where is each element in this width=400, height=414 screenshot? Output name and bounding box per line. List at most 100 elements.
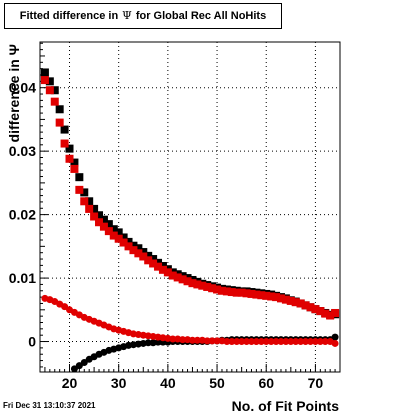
data-point bbox=[331, 339, 339, 347]
data-point bbox=[139, 252, 148, 261]
data-point bbox=[80, 197, 89, 206]
data-point bbox=[124, 242, 133, 251]
data-point bbox=[203, 282, 212, 291]
data-point bbox=[208, 337, 216, 345]
data-point bbox=[168, 271, 177, 280]
axis-ticks bbox=[40, 42, 341, 372]
data-point bbox=[75, 185, 84, 194]
data-point bbox=[179, 336, 187, 344]
data-point bbox=[291, 298, 300, 307]
data-point bbox=[134, 249, 143, 258]
data-point bbox=[90, 212, 99, 221]
data-point bbox=[173, 273, 182, 282]
data-point bbox=[70, 158, 79, 167]
data-point bbox=[237, 288, 246, 297]
data-point bbox=[129, 241, 138, 250]
series-2 bbox=[40, 76, 340, 320]
data-point bbox=[331, 308, 340, 317]
data-point bbox=[178, 275, 187, 284]
data-point bbox=[316, 338, 324, 346]
data-point bbox=[306, 303, 315, 312]
data-point bbox=[104, 227, 113, 236]
data-point bbox=[228, 338, 236, 346]
tick-labels: 20 30 40 50 60 70 0 0.01 0.02 0.03 0.04 bbox=[9, 80, 324, 391]
data-point bbox=[45, 77, 54, 86]
data-point bbox=[104, 220, 113, 229]
data-point bbox=[144, 256, 153, 265]
data-point bbox=[326, 311, 335, 320]
psi-symbol: Ψ bbox=[122, 9, 132, 22]
x-tick-label: 20 bbox=[62, 375, 78, 391]
x-tick-label: 40 bbox=[160, 375, 176, 391]
y-tick-label: 0.03 bbox=[9, 143, 36, 159]
data-point bbox=[286, 296, 295, 305]
data-point bbox=[213, 285, 222, 294]
data-point bbox=[50, 97, 59, 106]
data-point bbox=[331, 333, 339, 341]
data-point bbox=[149, 255, 158, 264]
data-point bbox=[272, 338, 280, 346]
data-point bbox=[119, 233, 128, 242]
data-point bbox=[60, 139, 69, 148]
data-point bbox=[60, 125, 69, 134]
data-point bbox=[95, 211, 104, 220]
data-point bbox=[40, 76, 49, 85]
data-point bbox=[70, 164, 79, 173]
data-point bbox=[203, 337, 211, 345]
data-point bbox=[321, 338, 329, 346]
series-4 bbox=[41, 294, 339, 347]
data-point bbox=[321, 309, 330, 318]
x-tick-label: 50 bbox=[209, 375, 225, 391]
data-point bbox=[169, 335, 177, 343]
data-point bbox=[85, 204, 94, 213]
data-point bbox=[292, 338, 300, 346]
data-point bbox=[213, 337, 221, 345]
data-point bbox=[144, 251, 153, 260]
x-axis-title: No. of Fit Points bbox=[232, 398, 340, 414]
data-point bbox=[302, 338, 310, 346]
data-point bbox=[267, 292, 276, 301]
data-point bbox=[243, 338, 251, 346]
data-point bbox=[282, 338, 290, 346]
data-point bbox=[281, 295, 290, 304]
data-point bbox=[276, 294, 285, 303]
data-point bbox=[227, 288, 236, 297]
y-tick-label: 0.02 bbox=[9, 207, 36, 223]
data-point bbox=[257, 291, 266, 300]
data-point bbox=[134, 244, 143, 253]
data-point bbox=[65, 154, 74, 163]
data-point bbox=[99, 222, 108, 231]
data-point bbox=[262, 338, 270, 346]
data-point bbox=[95, 218, 104, 227]
data-point bbox=[158, 265, 167, 274]
data-point bbox=[119, 238, 128, 247]
data-point bbox=[247, 289, 256, 298]
grid bbox=[40, 42, 340, 372]
data-point bbox=[223, 338, 231, 346]
data-point bbox=[222, 287, 231, 296]
data-point bbox=[311, 338, 319, 346]
x-tick-label: 30 bbox=[111, 375, 127, 391]
data-point bbox=[208, 284, 217, 293]
data-point bbox=[262, 291, 271, 300]
data-point bbox=[316, 307, 325, 316]
data-point bbox=[144, 339, 152, 347]
data-point bbox=[163, 268, 172, 277]
data-point bbox=[55, 118, 64, 127]
data-point bbox=[296, 299, 305, 308]
data-point bbox=[90, 204, 99, 213]
data-point bbox=[306, 338, 314, 346]
data-point bbox=[114, 228, 123, 237]
data-point bbox=[193, 336, 201, 344]
data-point bbox=[45, 86, 54, 95]
data-point bbox=[75, 173, 84, 182]
data-point bbox=[188, 279, 197, 288]
data-point bbox=[40, 68, 49, 77]
data-point bbox=[277, 338, 285, 346]
data-point bbox=[257, 338, 265, 346]
data-point bbox=[238, 338, 246, 346]
plot-frame bbox=[39, 41, 341, 373]
data-point bbox=[109, 225, 118, 234]
